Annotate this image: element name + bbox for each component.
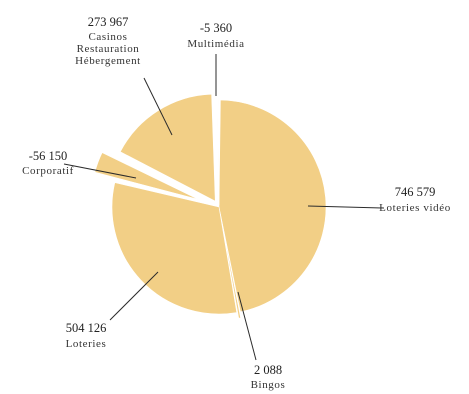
leader-line <box>109 271 159 321</box>
slice-labels: 746 579 Loteries vidéo 2 088 Bingos 504 126 L… <box>22 15 451 391</box>
slice-category-label: Bingos <box>251 379 286 391</box>
slice-category-label: Multimédia <box>187 38 244 50</box>
slice-category-label: Hébergement <box>75 55 141 67</box>
leader-line <box>63 163 137 179</box>
pie-slice <box>217 97 220 206</box>
slice-value-label: -56 150 <box>29 149 68 163</box>
slice-category-label: Restauration <box>77 43 140 55</box>
pie-slice <box>219 212 241 319</box>
slice-value-label: 504 126 <box>66 321 107 335</box>
leader-line <box>307 205 385 209</box>
leader-lines <box>63 54 385 361</box>
slice-category-label: Corporatif <box>22 165 74 177</box>
leader-line <box>143 77 173 136</box>
slice-value-label: 746 579 <box>395 185 436 199</box>
slice-value-label: 2 088 <box>254 363 282 377</box>
pie-slice <box>94 152 199 200</box>
pie-slice <box>218 99 327 313</box>
pie-slices <box>94 93 327 319</box>
slice-category-label: Loteries vidéo <box>379 202 451 214</box>
slice-category-label: Casinos <box>88 31 127 43</box>
pie-slice <box>119 93 216 202</box>
slice-value-label: -5 360 <box>200 21 232 35</box>
pie-slice <box>111 182 238 315</box>
leader-line <box>237 291 257 361</box>
slice-category-label: Loteries <box>66 338 107 350</box>
slice-value-label: 273 967 <box>88 15 129 29</box>
